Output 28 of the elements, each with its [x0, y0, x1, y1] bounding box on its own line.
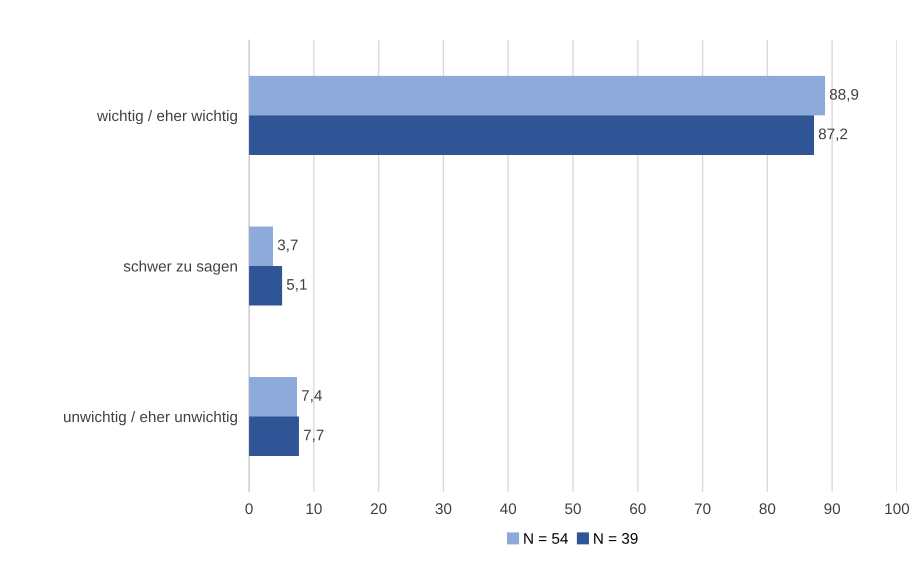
bar — [249, 115, 814, 155]
x-tick-label: 100 — [885, 503, 910, 514]
x-tick-label: 60 — [630, 503, 646, 514]
x-tick-label: 50 — [565, 503, 581, 514]
data-label: 88,9 — [830, 88, 858, 102]
y-tick-label: unwichtig / eher unwichtig — [64, 410, 237, 426]
legend-label: N = 54 — [524, 533, 568, 544]
data-label: 5,1 — [286, 279, 307, 292]
x-tick-label: 10 — [306, 503, 322, 514]
data-label: 7,4 — [302, 390, 322, 403]
x-tick-label: 20 — [370, 503, 387, 514]
y-tick-label: schwer zu sagen — [124, 260, 237, 275]
bar — [249, 226, 274, 266]
y-tick-label: wichtig / eher wichtig — [96, 110, 237, 124]
x-tick-label: 0 — [245, 503, 253, 514]
x-tick-label: 90 — [824, 503, 840, 514]
bar — [249, 76, 826, 116]
x-tick-label: 30 — [436, 503, 452, 514]
bar — [249, 266, 282, 306]
data-label: 87,2 — [818, 128, 848, 142]
x-tick-label: 40 — [500, 503, 516, 514]
legend-label: N = 39 — [594, 533, 638, 544]
x-tick-label: 70 — [694, 503, 710, 514]
bar — [249, 416, 299, 456]
data-label: 3,7 — [278, 240, 298, 252]
data-label: 7,7 — [304, 430, 324, 442]
x-tick-label: 80 — [760, 503, 776, 514]
bar — [249, 377, 297, 417]
